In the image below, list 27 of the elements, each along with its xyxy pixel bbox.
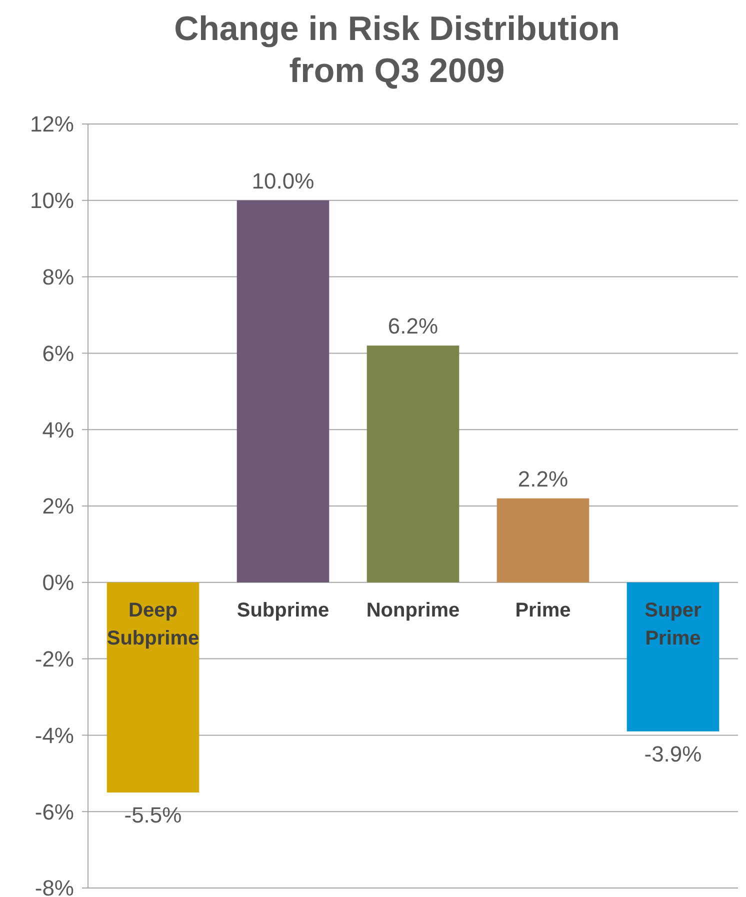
data-label: -5.5% <box>124 802 182 828</box>
y-tick-label: -6% <box>34 799 74 824</box>
y-tick-label: -2% <box>34 646 74 672</box>
bar <box>626 582 720 732</box>
y-tick-label: 2% <box>42 494 74 519</box>
y-tick-label: -8% <box>34 876 74 897</box>
y-tick-label: 8% <box>42 264 74 290</box>
bar <box>496 498 590 582</box>
x-tick-label: Deep Subprime <box>106 599 200 650</box>
y-tick-label: -4% <box>34 722 74 748</box>
bar <box>106 582 200 792</box>
bar <box>366 346 460 582</box>
y-tick-label: 12% <box>30 112 74 137</box>
chart-title: Change in Risk Distribution from Q3 2009 <box>174 10 620 90</box>
x-tick-label: Super Prime <box>644 599 702 650</box>
bar <box>236 200 330 582</box>
x-tick-label: Nonprime <box>366 599 460 622</box>
data-label: 6.2% <box>388 314 438 339</box>
y-tick-label: 0% <box>42 570 74 596</box>
y-tick-label: 10% <box>30 188 74 214</box>
y-tick-label: 4% <box>42 417 74 442</box>
data-label: 10.0% <box>252 168 314 194</box>
data-label: -3.9% <box>644 741 702 766</box>
y-tick-label: 6% <box>42 340 74 366</box>
x-tick-label: Subprime <box>236 599 330 622</box>
x-tick-label: Prime <box>515 599 571 622</box>
data-label: 2.2% <box>518 466 568 492</box>
